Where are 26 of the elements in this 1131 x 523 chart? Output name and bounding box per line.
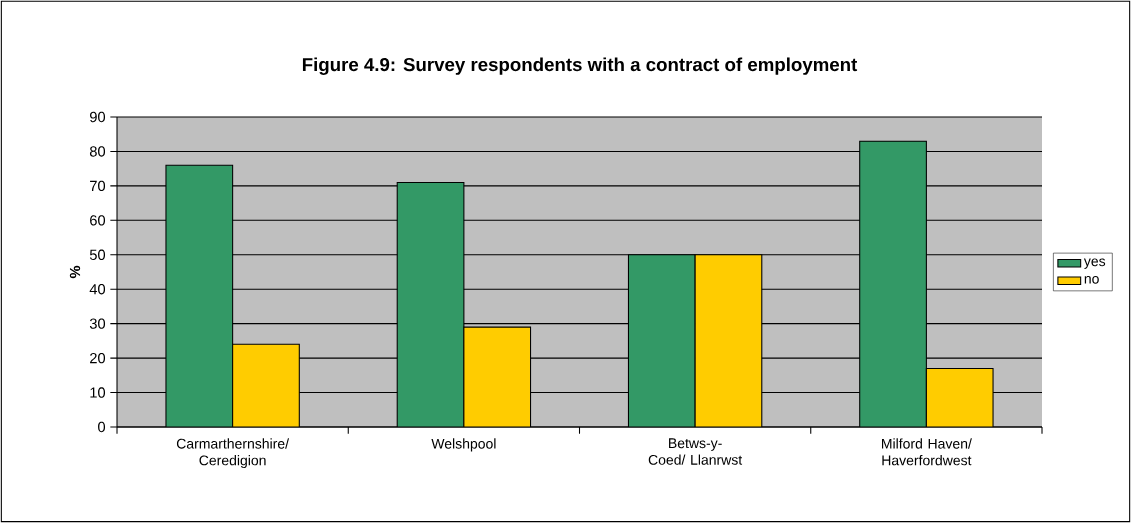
bar xyxy=(232,343,300,427)
y-tick-label: 40 xyxy=(89,284,106,295)
y-axis-title: % xyxy=(69,265,81,279)
legend-label: no xyxy=(1084,275,1099,284)
y-tick-label: 90 xyxy=(90,111,106,123)
chart-title: Figure 4.9: Survey respondents with a contract of employment xyxy=(302,57,858,75)
bar xyxy=(859,140,927,427)
y-tick-label: 80 xyxy=(89,146,106,157)
y-tick-label: 30 xyxy=(89,318,106,329)
y-tick-label: 20 xyxy=(90,352,106,364)
bar xyxy=(627,254,696,427)
x-tick-label: Milford Haven/ Haverfordwest xyxy=(882,438,972,466)
y-tick-label: 10 xyxy=(90,387,106,398)
bar xyxy=(396,181,465,427)
bar xyxy=(165,164,234,427)
x-tick-label: Betws-y-Coed/ Llanrwst xyxy=(648,438,743,465)
y-tick-label: 0 xyxy=(98,421,106,433)
y-tick-label: 60 xyxy=(90,215,106,226)
y-tick-label: 50 xyxy=(89,249,106,260)
x-tick-label: Carmarthernshire/ Ceredigion xyxy=(176,438,290,469)
y-tick-label: 70 xyxy=(90,180,106,192)
legend-label: yes xyxy=(1083,258,1106,269)
bar xyxy=(463,326,532,427)
bar xyxy=(925,367,994,427)
bar xyxy=(694,254,763,427)
x-tick-label: Welshpool xyxy=(431,438,496,452)
